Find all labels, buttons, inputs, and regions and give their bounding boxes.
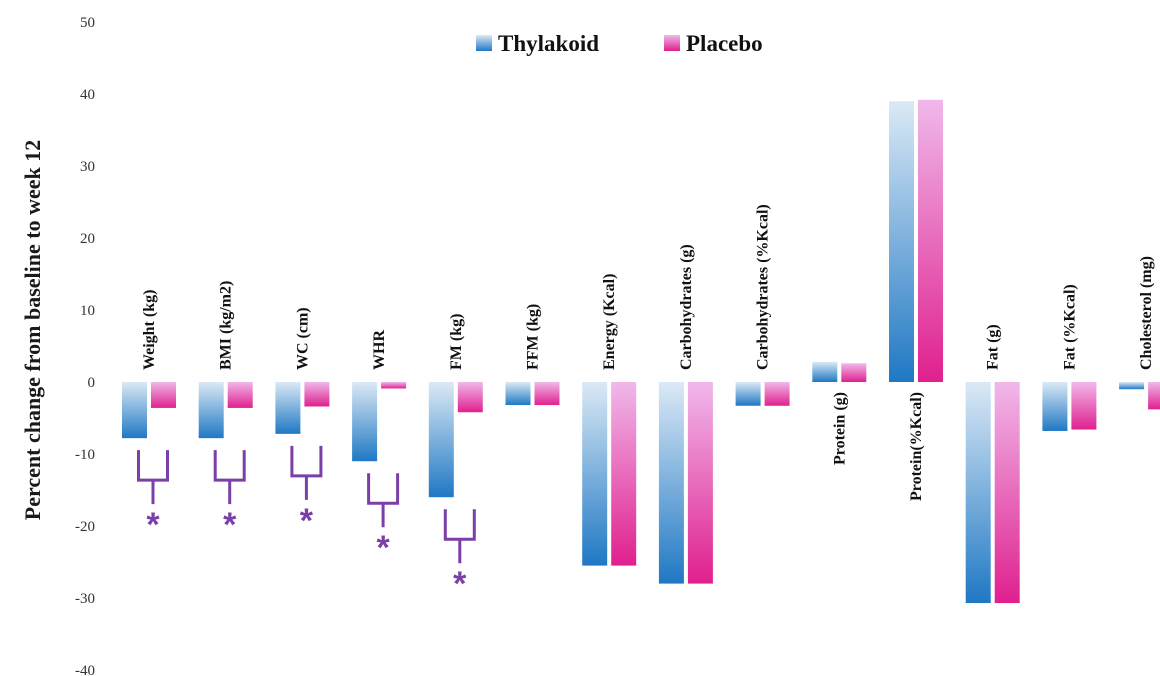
category-label: Carbohydrates (g) [678,244,695,370]
bar [227,382,253,408]
legend-swatch [476,35,492,51]
significance-bracket [443,509,476,564]
bar [582,382,608,566]
y-tick-label: 30 [80,159,95,175]
significance-star: * [223,506,237,544]
significance-star: * [376,529,390,567]
significance-star: * [146,506,160,544]
bars [122,99,1160,604]
bar [457,382,483,413]
legend-label: Thylakoid [498,31,599,56]
legend-swatch [664,35,680,51]
y-tick-label: 20 [80,231,95,247]
category-label: Cholesterol (mg) [1138,256,1155,370]
bar [764,382,790,406]
bar [198,382,224,439]
bar [889,101,914,382]
bar [428,382,454,498]
category-label: FFM (kg) [525,304,542,370]
bar [965,382,991,604]
bar [352,382,378,462]
bar [122,382,147,439]
bar [841,363,867,382]
y-tick-label: 0 [88,375,96,391]
legend: Thylakoid Placebo [476,31,763,56]
bar [1042,382,1068,431]
y-axis-label: Percent change from baseline to week 12 [20,140,45,520]
category-label: Fat (g) [985,324,1002,370]
significance-star: * [300,502,314,540]
legend-label: Placebo [686,31,763,56]
bar [1071,382,1097,430]
category-label: Protein (g) [831,392,848,465]
category-label: Fat (%Kcal) [1061,284,1078,370]
y-tick-label: 50 [80,15,95,31]
significance-bracket [137,450,169,505]
bar [1119,382,1145,390]
y-axis: 50 40 30 20 10 0 -10 -20 -30 -40 [75,15,95,676]
bar [534,382,560,406]
bar [611,382,637,566]
category-label: WC (cm) [294,307,311,370]
category-label: FM (kg) [448,314,465,370]
category-label: Weight (kg) [141,290,158,370]
bar [735,382,761,406]
bar [812,361,838,382]
bar [275,382,301,434]
significance-bracket [213,450,246,505]
category-label: BMI (kg/m2) [218,281,235,370]
bar [304,382,330,407]
significance-bracket [290,445,323,500]
bar [918,99,943,382]
category-label: WHR [371,330,388,370]
category-label: Energy (Kcal) [601,274,618,370]
category-label: Protein(%Kcal) [908,392,925,501]
significance-marks: * * * * * [137,445,476,603]
category-label: Carbohydrates (%Kcal) [755,204,772,370]
bar [151,382,176,408]
significance-bracket [367,473,400,528]
y-tick-label: -20 [75,519,95,535]
y-tick-label: -10 [75,447,95,463]
y-tick-label: 40 [80,87,95,103]
y-tick-label: -30 [75,591,95,607]
category-labels: Weight (kg) BMI (kg/m2) WC (cm) WHR FM (kg) F… [141,204,1155,501]
bar [1148,382,1160,410]
y-tick-label: -40 [75,663,95,676]
bar [994,382,1020,604]
bar [381,382,407,389]
bar [505,382,531,406]
bar [687,382,713,584]
y-tick-label: 10 [80,303,95,319]
significance-star: * [453,565,467,603]
bar [658,382,684,584]
